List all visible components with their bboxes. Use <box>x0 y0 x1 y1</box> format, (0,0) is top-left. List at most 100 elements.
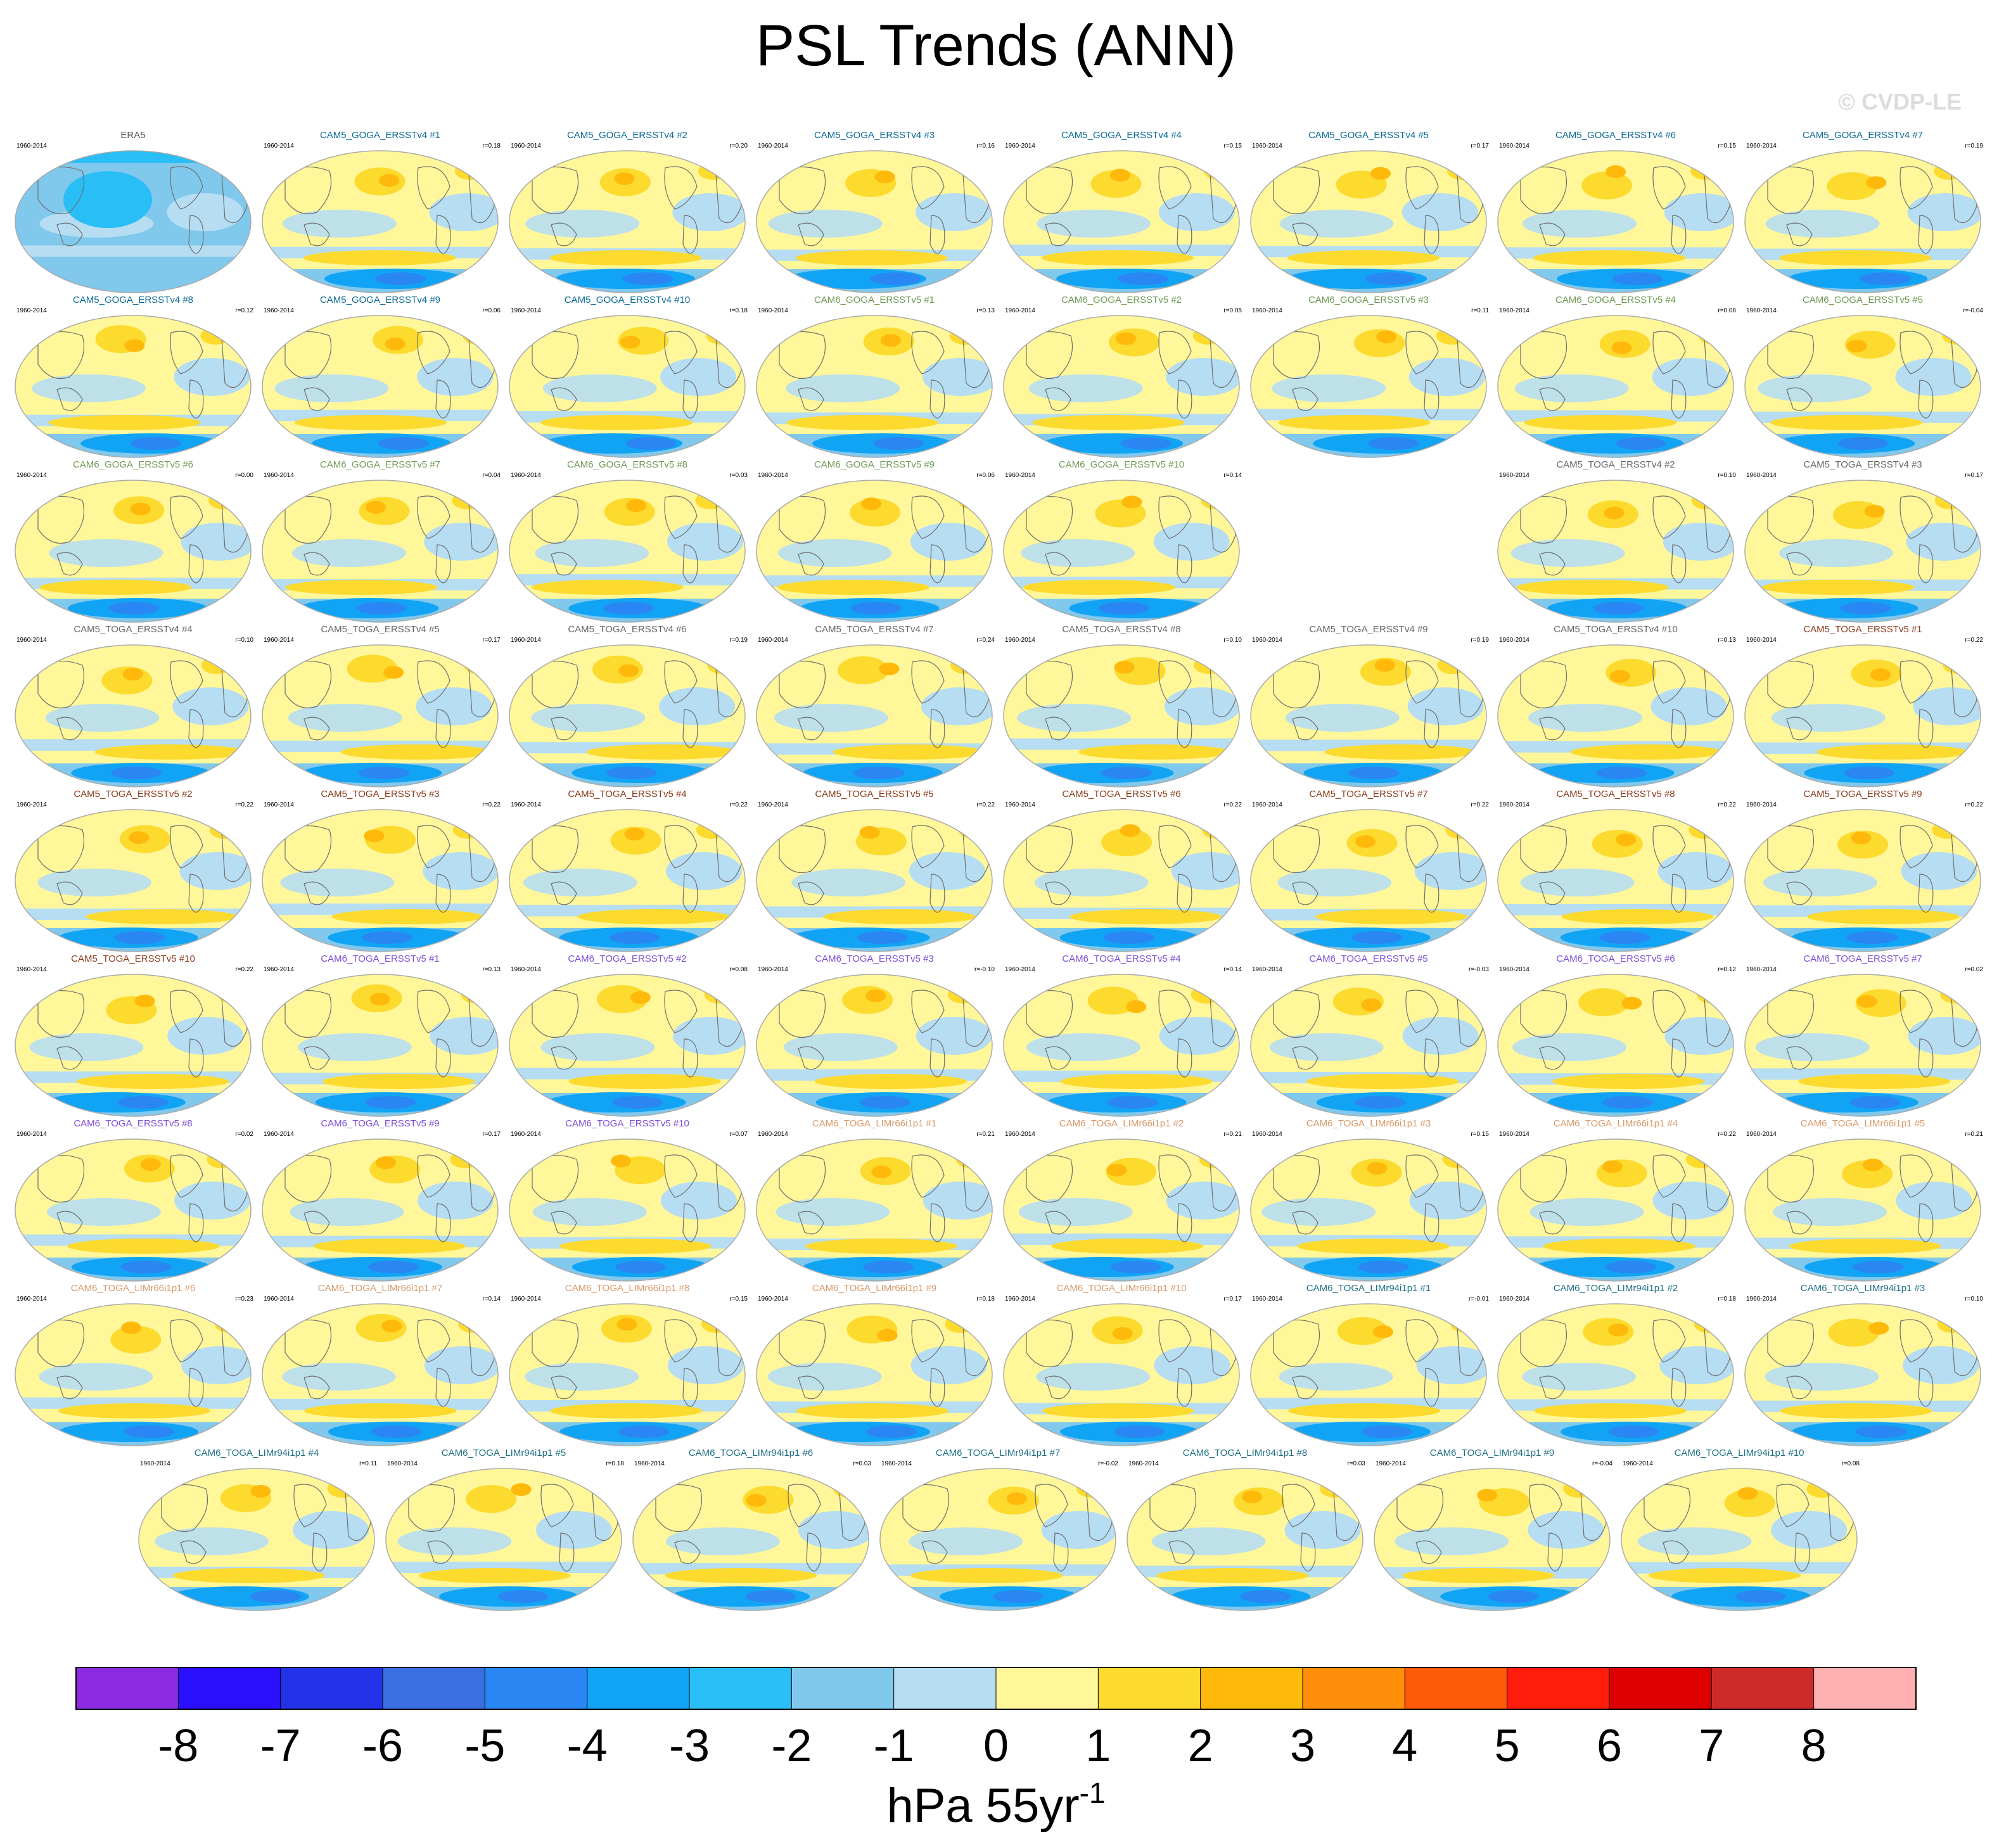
globe-map <box>1250 315 1487 458</box>
panel-title: CAM5_TOGA_ERSSTv4 #5 <box>321 624 440 635</box>
globe-map <box>15 1303 252 1446</box>
panel-years: 1960-2014 <box>140 1460 170 1467</box>
globe-map <box>509 315 746 458</box>
map-panel: CAM6_TOGA_ERSSTv5 #9 1960-2014 r=0.17 <box>260 1118 501 1283</box>
panel-title: CAM6_TOGA_ERSSTv5 #7 <box>1803 953 1922 964</box>
panel-correlation: r=0.11 <box>1471 307 1489 314</box>
panel-years: 1960-2014 <box>264 472 294 479</box>
map-panel: CAM6_GOGA_ERSSTv5 #9 1960-2014 r=0.06 <box>754 459 995 624</box>
panel-correlation: r=0.08 <box>1718 307 1736 314</box>
globe-map <box>1003 1138 1240 1282</box>
globe-map <box>509 974 746 1117</box>
panel-title: CAM5_TOGA_ERSSTv5 #10 <box>71 953 195 964</box>
panel-years: 1960-2014 <box>264 1131 294 1138</box>
globe-map <box>632 1468 869 1611</box>
colorbar-swatch <box>1200 1667 1303 1709</box>
panel-correlation: r=0.22 <box>1223 801 1242 808</box>
map-panel: CAM5_TOGA_ERSSTv5 #8 1960-2014 r=0.22 <box>1495 789 1736 953</box>
figure-title: PSL Trends (ANN) <box>755 13 1237 78</box>
watermark: © CVDP-LE <box>1838 89 1962 115</box>
panel-title: CAM5_TOGA_ERSSTv5 #7 <box>1309 789 1428 800</box>
panel-title: CAM5_TOGA_ERSSTv4 #9 <box>1309 624 1428 635</box>
globe-map <box>756 644 993 787</box>
panel-years: 1960-2014 <box>264 143 294 150</box>
panel-correlation: r=0.02 <box>1965 966 1983 973</box>
panel-correlation: r=0.22 <box>1965 801 1983 808</box>
panel-correlation: r=0.22 <box>482 801 501 808</box>
map-panel: CAM6_TOGA_LIMr66i1p1 #7 1960-2014 r=0.14 <box>260 1283 501 1448</box>
map-panel: CAM5_TOGA_ERSSTv4 #4 1960-2014 r=0.10 <box>13 624 253 789</box>
globe-map <box>262 1303 499 1446</box>
panel-title: CAM5_TOGA_ERSSTv4 #2 <box>1556 459 1675 470</box>
panel-years: 1960-2014 <box>1746 472 1777 479</box>
panel-title: CAM5_TOGA_ERSSTv5 #5 <box>815 789 934 800</box>
panel-title: CAM6_TOGA_LIMr66i1p1 #2 <box>1059 1118 1184 1129</box>
panel-title: CAM6_TOGA_LIMr94i1p1 #8 <box>1182 1448 1308 1458</box>
panel-years: 1960-2014 <box>1005 1296 1035 1303</box>
map-panel: CAM6_TOGA_LIMr66i1p1 #9 1960-2014 r=0.18 <box>754 1283 995 1448</box>
map-panel: CAM6_TOGA_LIMr66i1p1 #10 1960-2014 r=0.17 <box>1001 1283 1242 1448</box>
panel-title: CAM6_GOGA_ERSSTv5 #2 <box>1061 295 1182 305</box>
panel-title: CAM6_TOGA_LIMr66i1p1 #10 <box>1056 1283 1187 1294</box>
map-panel: CAM6_TOGA_ERSSTv5 #7 1960-2014 r=0.02 <box>1742 953 1983 1118</box>
panel-correlation: r=0.03 <box>729 472 748 479</box>
colorbar-tick-label: -3 <box>669 1721 710 1771</box>
map-panel: CAM6_TOGA_LIMr94i1p1 #7 1960-2014 r=-0.02 <box>878 1448 1118 1612</box>
panel-correlation: r=0.18 <box>1718 1296 1736 1303</box>
panel-years: 1960-2014 <box>1499 801 1529 808</box>
panel-correlation: r=0.14 <box>482 1296 501 1303</box>
panel-correlation: r=0.10 <box>1965 1296 1983 1303</box>
globe-map <box>15 644 252 787</box>
panel-title: CAM6_TOGA_ERSSTv5 #5 <box>1309 953 1428 964</box>
panel-title: CAM5_TOGA_ERSSTv4 #3 <box>1803 459 1922 470</box>
globe-map <box>756 480 993 623</box>
panel-years: 1960-2014 <box>16 966 47 973</box>
map-panel: CAM6_TOGA_LIMr66i1p1 #8 1960-2014 r=0.15 <box>507 1283 748 1448</box>
panel-correlation: r=0.18 <box>729 307 748 314</box>
panel-years: 1960-2014 <box>634 1460 665 1467</box>
panel-title: CAM6_GOGA_ERSSTv5 #8 <box>566 459 688 470</box>
globe-map <box>262 480 499 623</box>
colorbar-tick-label: 7 <box>1699 1721 1724 1771</box>
panel-title: CAM5_GOGA_ERSSTv4 #2 <box>566 130 688 141</box>
panel-years: 1960-2014 <box>1746 801 1777 808</box>
panel-title: CAM5_TOGA_ERSSTv5 #3 <box>321 789 440 800</box>
panel-title: CAM5_GOGA_ERSSTv4 #8 <box>72 295 194 305</box>
colorbar-swatch <box>689 1667 792 1709</box>
panel-correlation: r=0.24 <box>976 637 995 644</box>
panel-title: CAM6_GOGA_ERSSTv5 #9 <box>814 459 935 470</box>
panel-correlation: r=0.22 <box>235 966 253 973</box>
globe-map <box>756 1303 993 1446</box>
panel-title: CAM5_TOGA_ERSSTv4 #6 <box>568 624 687 635</box>
colorbar-tick-label: -2 <box>771 1721 812 1771</box>
globe-map <box>15 150 252 293</box>
map-panel: CAM6_TOGA_LIMr66i1p1 #5 1960-2014 r=0.21 <box>1742 1118 1983 1283</box>
globe-map <box>1003 809 1240 952</box>
colorbar-swatch <box>178 1667 281 1709</box>
panel-years: 1960-2014 <box>1005 143 1035 150</box>
globe-map <box>1250 809 1487 952</box>
panel-years: 1960-2014 <box>511 307 541 314</box>
panel-correlation: r=0.22 <box>235 801 253 808</box>
panel-title: CAM5_TOGA_ERSSTv5 #6 <box>1062 789 1181 800</box>
globe-map <box>1003 150 1240 293</box>
panel-title: CAM6_GOGA_ERSSTv5 #6 <box>72 459 194 470</box>
map-panel: CAM5_TOGA_ERSSTv5 #1 1960-2014 r=0.22 <box>1742 624 1983 789</box>
panel-years: 1960-2014 <box>1499 472 1529 479</box>
panel-correlation: r=0.13 <box>482 966 501 973</box>
map-panel: CAM6_GOGA_ERSSTv5 #3 1960-2014 r=0.11 <box>1248 295 1489 459</box>
panel-years: 1960-2014 <box>1746 637 1777 644</box>
map-panel: CAM6_TOGA_LIMr66i1p1 #3 1960-2014 r=0.15 <box>1248 1118 1489 1283</box>
panel-correlation: r=0.21 <box>976 1131 995 1138</box>
panel-correlation: r=0.18 <box>482 143 501 150</box>
map-panel: CAM5_GOGA_ERSSTv4 #6 1960-2014 r=0.15 <box>1495 130 1736 295</box>
colorbar-swatch <box>383 1667 485 1709</box>
panel-correlation: r=0.03 <box>1347 1460 1365 1467</box>
map-panel: CAM5_TOGA_ERSSTv5 #6 1960-2014 r=0.22 <box>1001 789 1242 953</box>
globe-map <box>1250 1138 1487 1282</box>
panel-correlation: r=0.12 <box>235 307 253 314</box>
colorbar-swatch <box>893 1667 997 1709</box>
globe-map <box>1003 480 1240 623</box>
panel-title: CAM6_TOGA_LIMr94i1p1 #10 <box>1674 1448 1804 1458</box>
globe-map <box>509 480 746 623</box>
